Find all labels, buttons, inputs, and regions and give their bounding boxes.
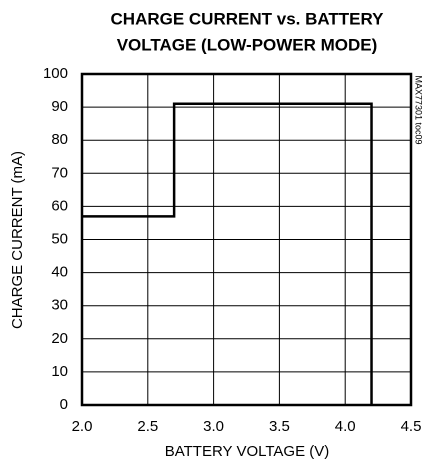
x-tick-label: 3.0 <box>203 418 224 435</box>
x-tick-label: 2.0 <box>72 418 93 435</box>
annotation: MAX77301 toc09 <box>414 75 424 144</box>
x-tick-label: 2.5 <box>137 418 158 435</box>
y-tick-label: 70 <box>51 164 68 181</box>
y-tick-label: 60 <box>51 197 68 214</box>
plot-frame <box>80 72 413 407</box>
y-tick-label: 80 <box>51 131 68 148</box>
y-tick-label: 90 <box>51 98 68 115</box>
y-tick-label: 30 <box>51 297 68 314</box>
x-tick-label: 4.0 <box>335 418 356 435</box>
y-tick-label: 20 <box>51 330 68 347</box>
chart-title: CHARGE CURRENT vs. BATTERY <box>111 9 385 28</box>
data-line <box>82 102 373 405</box>
y-tick-label: 10 <box>51 363 68 380</box>
x-tick-label: 4.5 <box>401 418 422 435</box>
y-axis-label: CHARGE CURRENT (mA) <box>9 151 26 329</box>
y-tick-label: 0 <box>60 396 68 413</box>
x-axis-label: BATTERY VOLTAGE (V) <box>165 443 329 460</box>
y-tick-label: 50 <box>51 230 68 247</box>
chart-title: VOLTAGE (LOW-POWER MODE) <box>117 35 378 54</box>
x-tick-label: 3.5 <box>269 418 290 435</box>
y-tick-label: 40 <box>51 264 68 281</box>
y-tick-label: 100 <box>43 65 68 82</box>
